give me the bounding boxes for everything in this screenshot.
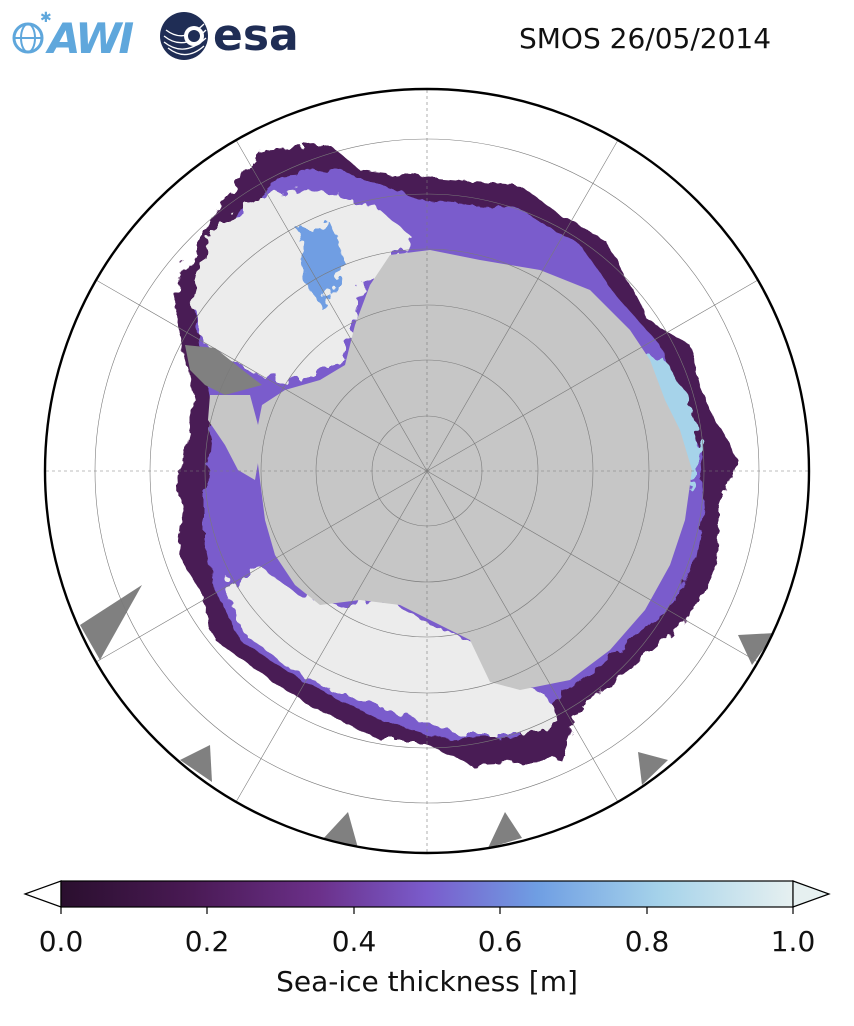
colorbar-tick-label: 0.8 [624,925,670,958]
colorbar-tick-label: 0.6 [477,925,523,958]
colorbar-tick-label: 0.4 [331,925,377,958]
missing-data-patches [80,585,775,848]
colorbar-extend-high [792,880,831,908]
esa-globe-icon [160,12,208,60]
meridians [45,89,809,853]
antarctic-peninsula [208,395,262,480]
awi-logo: AWI [48,14,134,63]
logos: ✱ AWI esa [0,0,320,80]
colorbar-tick-label: 0.2 [184,925,230,958]
svg-text:✱: ✱ [40,10,52,26]
map-title: SMOS 26/05/2014 [519,22,772,55]
colorbar-gradient [60,880,794,908]
map-boundary [43,87,811,855]
colorbar-extend-low [23,880,62,908]
colorbar-ticks [60,907,794,914]
peninsula-missing [185,345,262,395]
colorbar [23,880,831,914]
colorbar-tick-label: 0.0 [38,925,84,958]
sea-ice-map [43,87,811,855]
colorbar-tick-label: 1.0 [770,925,816,958]
esa-logo: esa [213,10,299,61]
colorbar-label: Sea-ice thickness [m] [276,965,578,998]
awi-globe-icon: ✱ [12,10,52,54]
